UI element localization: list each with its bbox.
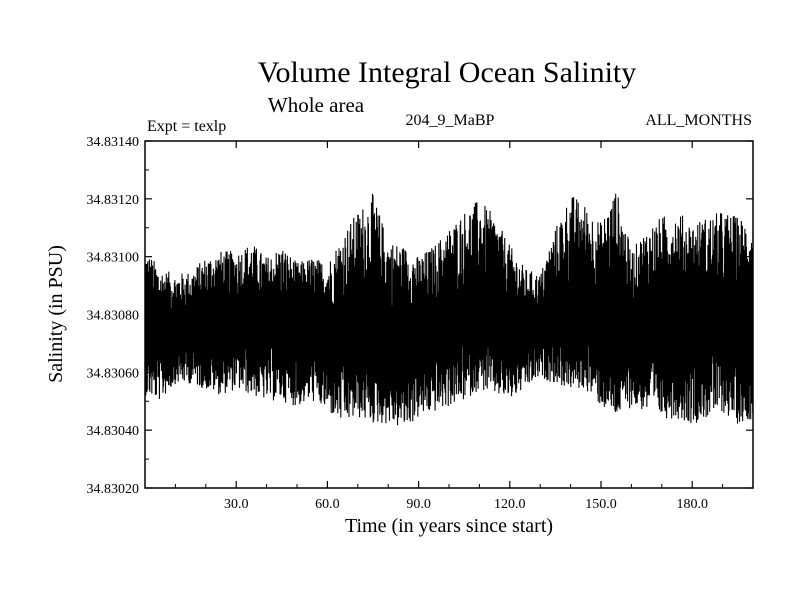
- y-tick-label: 34.83060: [87, 366, 140, 381]
- x-tick-label: 150.0: [585, 497, 617, 512]
- x-tick-label: 90.0: [406, 497, 431, 512]
- x-axis: 30.0 60.0 90.0 120.0 150.0 180.0: [174, 141, 724, 512]
- x-axis-label: Time (in years since start): [345, 515, 553, 537]
- x-tick-label: 180.0: [676, 497, 708, 512]
- experiment-label: Expt = texlp: [147, 118, 226, 135]
- y-tick-label: 34.83080: [87, 309, 140, 324]
- chart-title: Volume Integral Ocean Salinity: [258, 56, 637, 89]
- plot-series: [144, 193, 754, 426]
- x-tick-label: 120.0: [494, 497, 526, 512]
- x-tick-label: 30.0: [224, 497, 249, 512]
- y-tick-label: 34.83140: [87, 135, 140, 150]
- salinity-series-line: [144, 193, 754, 426]
- run-label: 204_9_MaBP: [406, 112, 495, 129]
- y-tick-label: 34.83120: [87, 193, 140, 208]
- y-tick-label: 34.83040: [87, 424, 140, 439]
- x-tick-label: 60.0: [315, 497, 340, 512]
- y-tick-label: 34.83100: [87, 251, 140, 266]
- y-axis-label: Salinity (in PSU): [45, 245, 67, 383]
- y-tick-label: 34.83020: [87, 482, 140, 497]
- chart-subtitle: Whole area: [268, 93, 365, 117]
- y-axis: 34.83020 34.83040 34.83060 34.83080 34.83100…: [87, 135, 753, 497]
- months-label: ALL_MONTHS: [645, 112, 752, 129]
